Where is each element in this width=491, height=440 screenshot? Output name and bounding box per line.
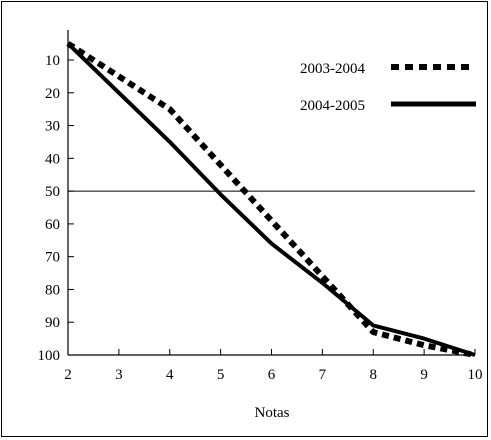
x-axis-label: Notas: [255, 405, 290, 421]
x-tick-label: 5: [217, 367, 225, 383]
legend: 2003-2004 2004-2005: [300, 61, 476, 114]
y-tick-label: 70: [45, 250, 60, 266]
x-tick-label: 7: [319, 367, 327, 383]
x-tick-label: 8: [370, 367, 378, 383]
y-tick-label: 20: [45, 86, 60, 102]
series-lines: [66, 41, 476, 358]
y-tick-label: 100: [38, 348, 61, 364]
x-tick-label: 10: [468, 367, 483, 383]
legend-label-2003-2004: 2003-2004: [300, 61, 365, 77]
series-line-2003-2004: [66, 41, 476, 358]
x-tick-label: 4: [166, 367, 174, 383]
y-tick-label: 10: [45, 53, 60, 69]
y-tick-label: 80: [45, 282, 60, 298]
y-tick-label: 50: [45, 184, 60, 200]
y-tick-label: 40: [45, 151, 60, 167]
y-tick-label: 60: [45, 217, 60, 233]
x-tick-label: 9: [420, 367, 428, 383]
series-line-2004-2005: [66, 42, 476, 357]
legend-label-2004-2005: 2004-2005: [300, 98, 365, 114]
y-tick-label: 90: [45, 315, 60, 331]
x-tick-label: 2: [64, 367, 72, 383]
y-tick-label: 30: [45, 119, 60, 135]
x-tick-label: 3: [115, 367, 123, 383]
x-tick-label: 6: [268, 367, 276, 383]
